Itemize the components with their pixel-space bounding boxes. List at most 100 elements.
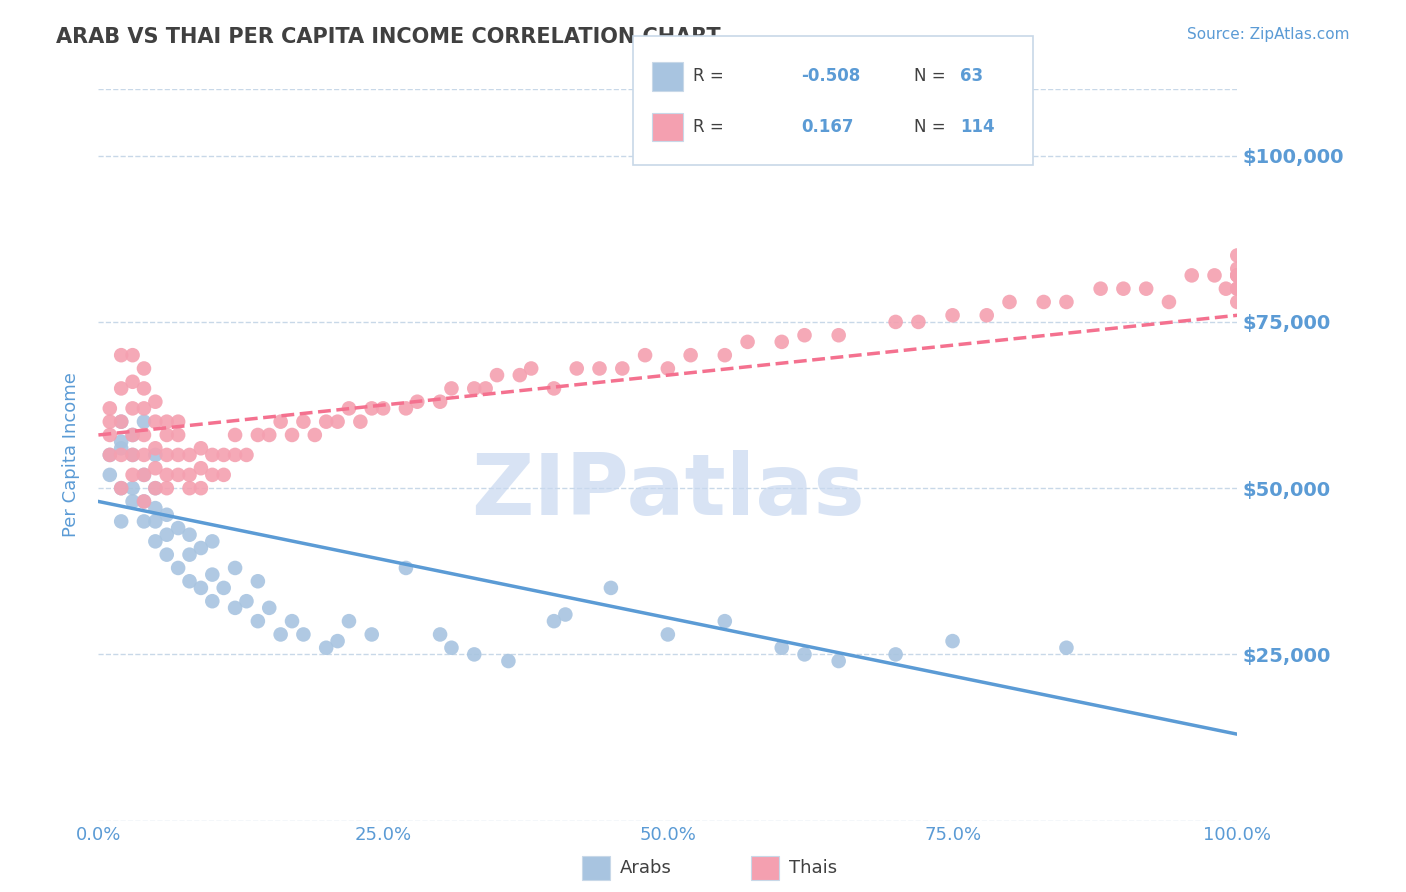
Point	[235, 448, 257, 462]
Point	[429, 627, 451, 641]
Point	[543, 614, 565, 628]
Point	[714, 614, 737, 628]
Text: 0.167: 0.167	[801, 118, 853, 136]
Point	[292, 627, 315, 641]
Point	[156, 481, 179, 495]
Text: 63: 63	[960, 67, 983, 86]
Point	[110, 442, 132, 456]
Point	[121, 494, 143, 508]
Point	[132, 467, 155, 482]
Point	[828, 328, 851, 343]
Point	[1054, 640, 1078, 655]
Point	[440, 381, 463, 395]
Point	[337, 401, 360, 416]
Point	[884, 648, 907, 662]
Point	[167, 415, 190, 429]
Point	[145, 394, 167, 409]
Point	[145, 501, 167, 516]
Point	[201, 467, 224, 482]
Point	[406, 394, 429, 409]
Point	[179, 527, 201, 541]
Point	[212, 581, 235, 595]
Point	[156, 548, 179, 562]
Point	[371, 401, 394, 416]
Point	[463, 381, 485, 395]
Point	[349, 415, 371, 429]
Point	[190, 442, 212, 456]
Point	[132, 467, 155, 482]
Point	[110, 481, 132, 495]
Point	[132, 361, 155, 376]
Point	[110, 348, 132, 362]
Point	[600, 581, 623, 595]
Point	[98, 415, 121, 429]
Point	[486, 368, 509, 383]
Point	[167, 448, 190, 462]
Point	[145, 515, 167, 529]
Point	[1226, 282, 1249, 296]
Point	[121, 448, 143, 462]
Point	[474, 381, 496, 395]
Point	[1226, 268, 1249, 283]
Text: ZIPatlas: ZIPatlas	[471, 450, 865, 533]
Point	[212, 467, 235, 482]
Point	[395, 561, 418, 575]
Text: Source: ZipAtlas.com: Source: ZipAtlas.com	[1187, 27, 1350, 42]
Point	[132, 494, 155, 508]
Point	[679, 348, 702, 362]
Point	[612, 361, 634, 376]
Point	[588, 361, 610, 376]
Point	[1226, 261, 1249, 276]
Point	[326, 634, 349, 648]
Point	[714, 348, 737, 362]
Point	[110, 448, 132, 462]
Point	[1112, 282, 1135, 296]
Point	[1204, 268, 1226, 283]
Point	[145, 442, 167, 456]
Point	[110, 381, 132, 395]
Point	[360, 401, 382, 416]
Point	[224, 448, 246, 462]
Point	[98, 428, 121, 442]
Point	[167, 428, 190, 442]
Point	[156, 415, 179, 429]
Point	[998, 295, 1021, 310]
Point	[976, 308, 998, 322]
Point	[1226, 248, 1249, 262]
Point	[156, 527, 179, 541]
Point	[156, 428, 179, 442]
Point	[657, 361, 679, 376]
Text: ARAB VS THAI PER CAPITA INCOME CORRELATION CHART: ARAB VS THAI PER CAPITA INCOME CORRELATI…	[56, 27, 721, 46]
Point	[259, 600, 281, 615]
Point	[156, 508, 179, 522]
Point	[121, 448, 143, 462]
Text: Arabs: Arabs	[620, 859, 672, 877]
Point	[737, 334, 759, 349]
Point	[1054, 295, 1078, 310]
Point	[190, 581, 212, 595]
Point	[98, 448, 121, 462]
Point	[770, 640, 793, 655]
Point	[167, 521, 190, 535]
Point	[179, 448, 201, 462]
Point	[1090, 282, 1112, 296]
Text: N =: N =	[914, 67, 945, 86]
Point	[121, 401, 143, 416]
Point	[121, 428, 143, 442]
Point	[884, 315, 907, 329]
Point	[907, 315, 929, 329]
Point	[145, 481, 167, 495]
Point	[98, 448, 121, 462]
Point	[156, 448, 179, 462]
Text: R =: R =	[693, 67, 724, 86]
Point	[395, 401, 418, 416]
Point	[121, 428, 143, 442]
Point	[315, 415, 337, 429]
Point	[145, 415, 167, 429]
Point	[145, 481, 167, 495]
Point	[281, 614, 304, 628]
Point	[145, 448, 167, 462]
Point	[132, 448, 155, 462]
Point	[326, 415, 349, 429]
Point	[1226, 268, 1249, 283]
